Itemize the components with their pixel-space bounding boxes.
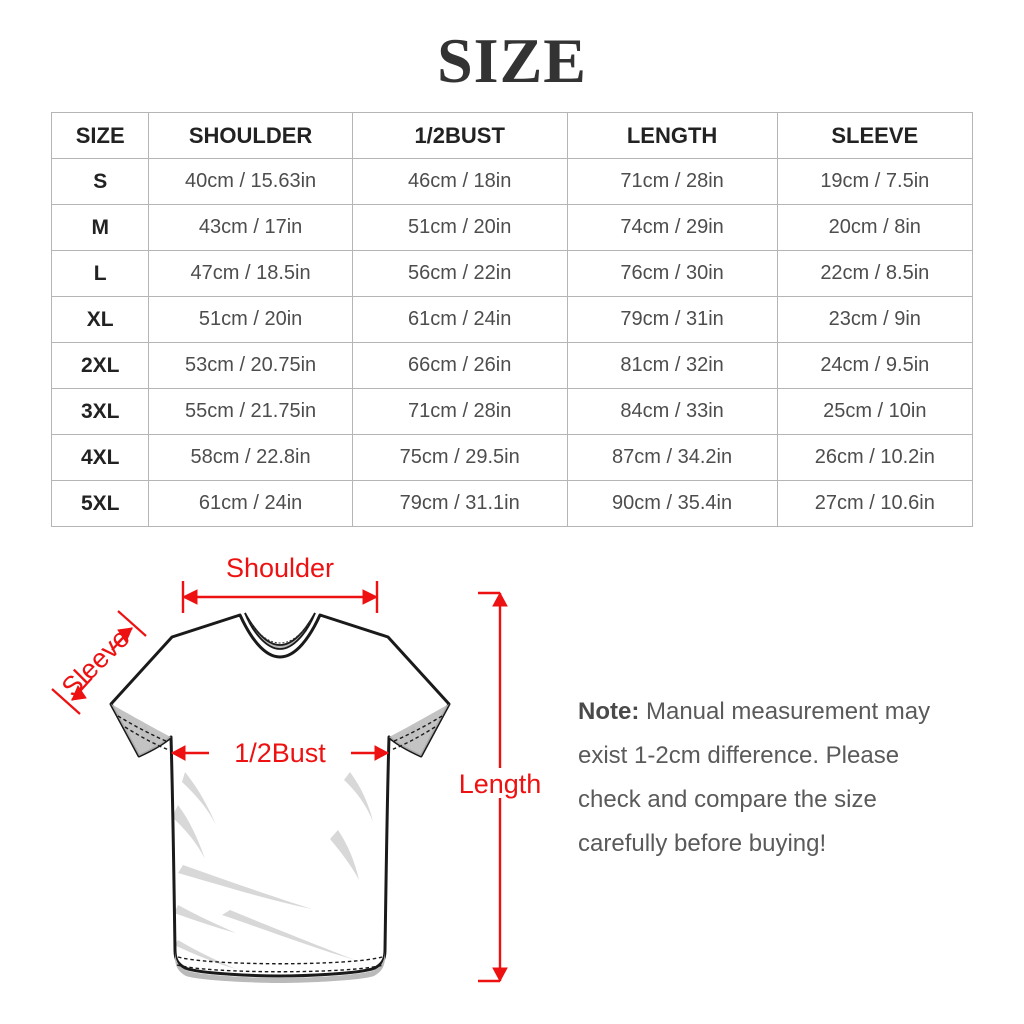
svg-text:Shoulder: Shoulder: [226, 553, 334, 583]
svg-text:Length: Length: [459, 769, 542, 799]
svg-text:1/2Bust: 1/2Bust: [234, 738, 326, 768]
